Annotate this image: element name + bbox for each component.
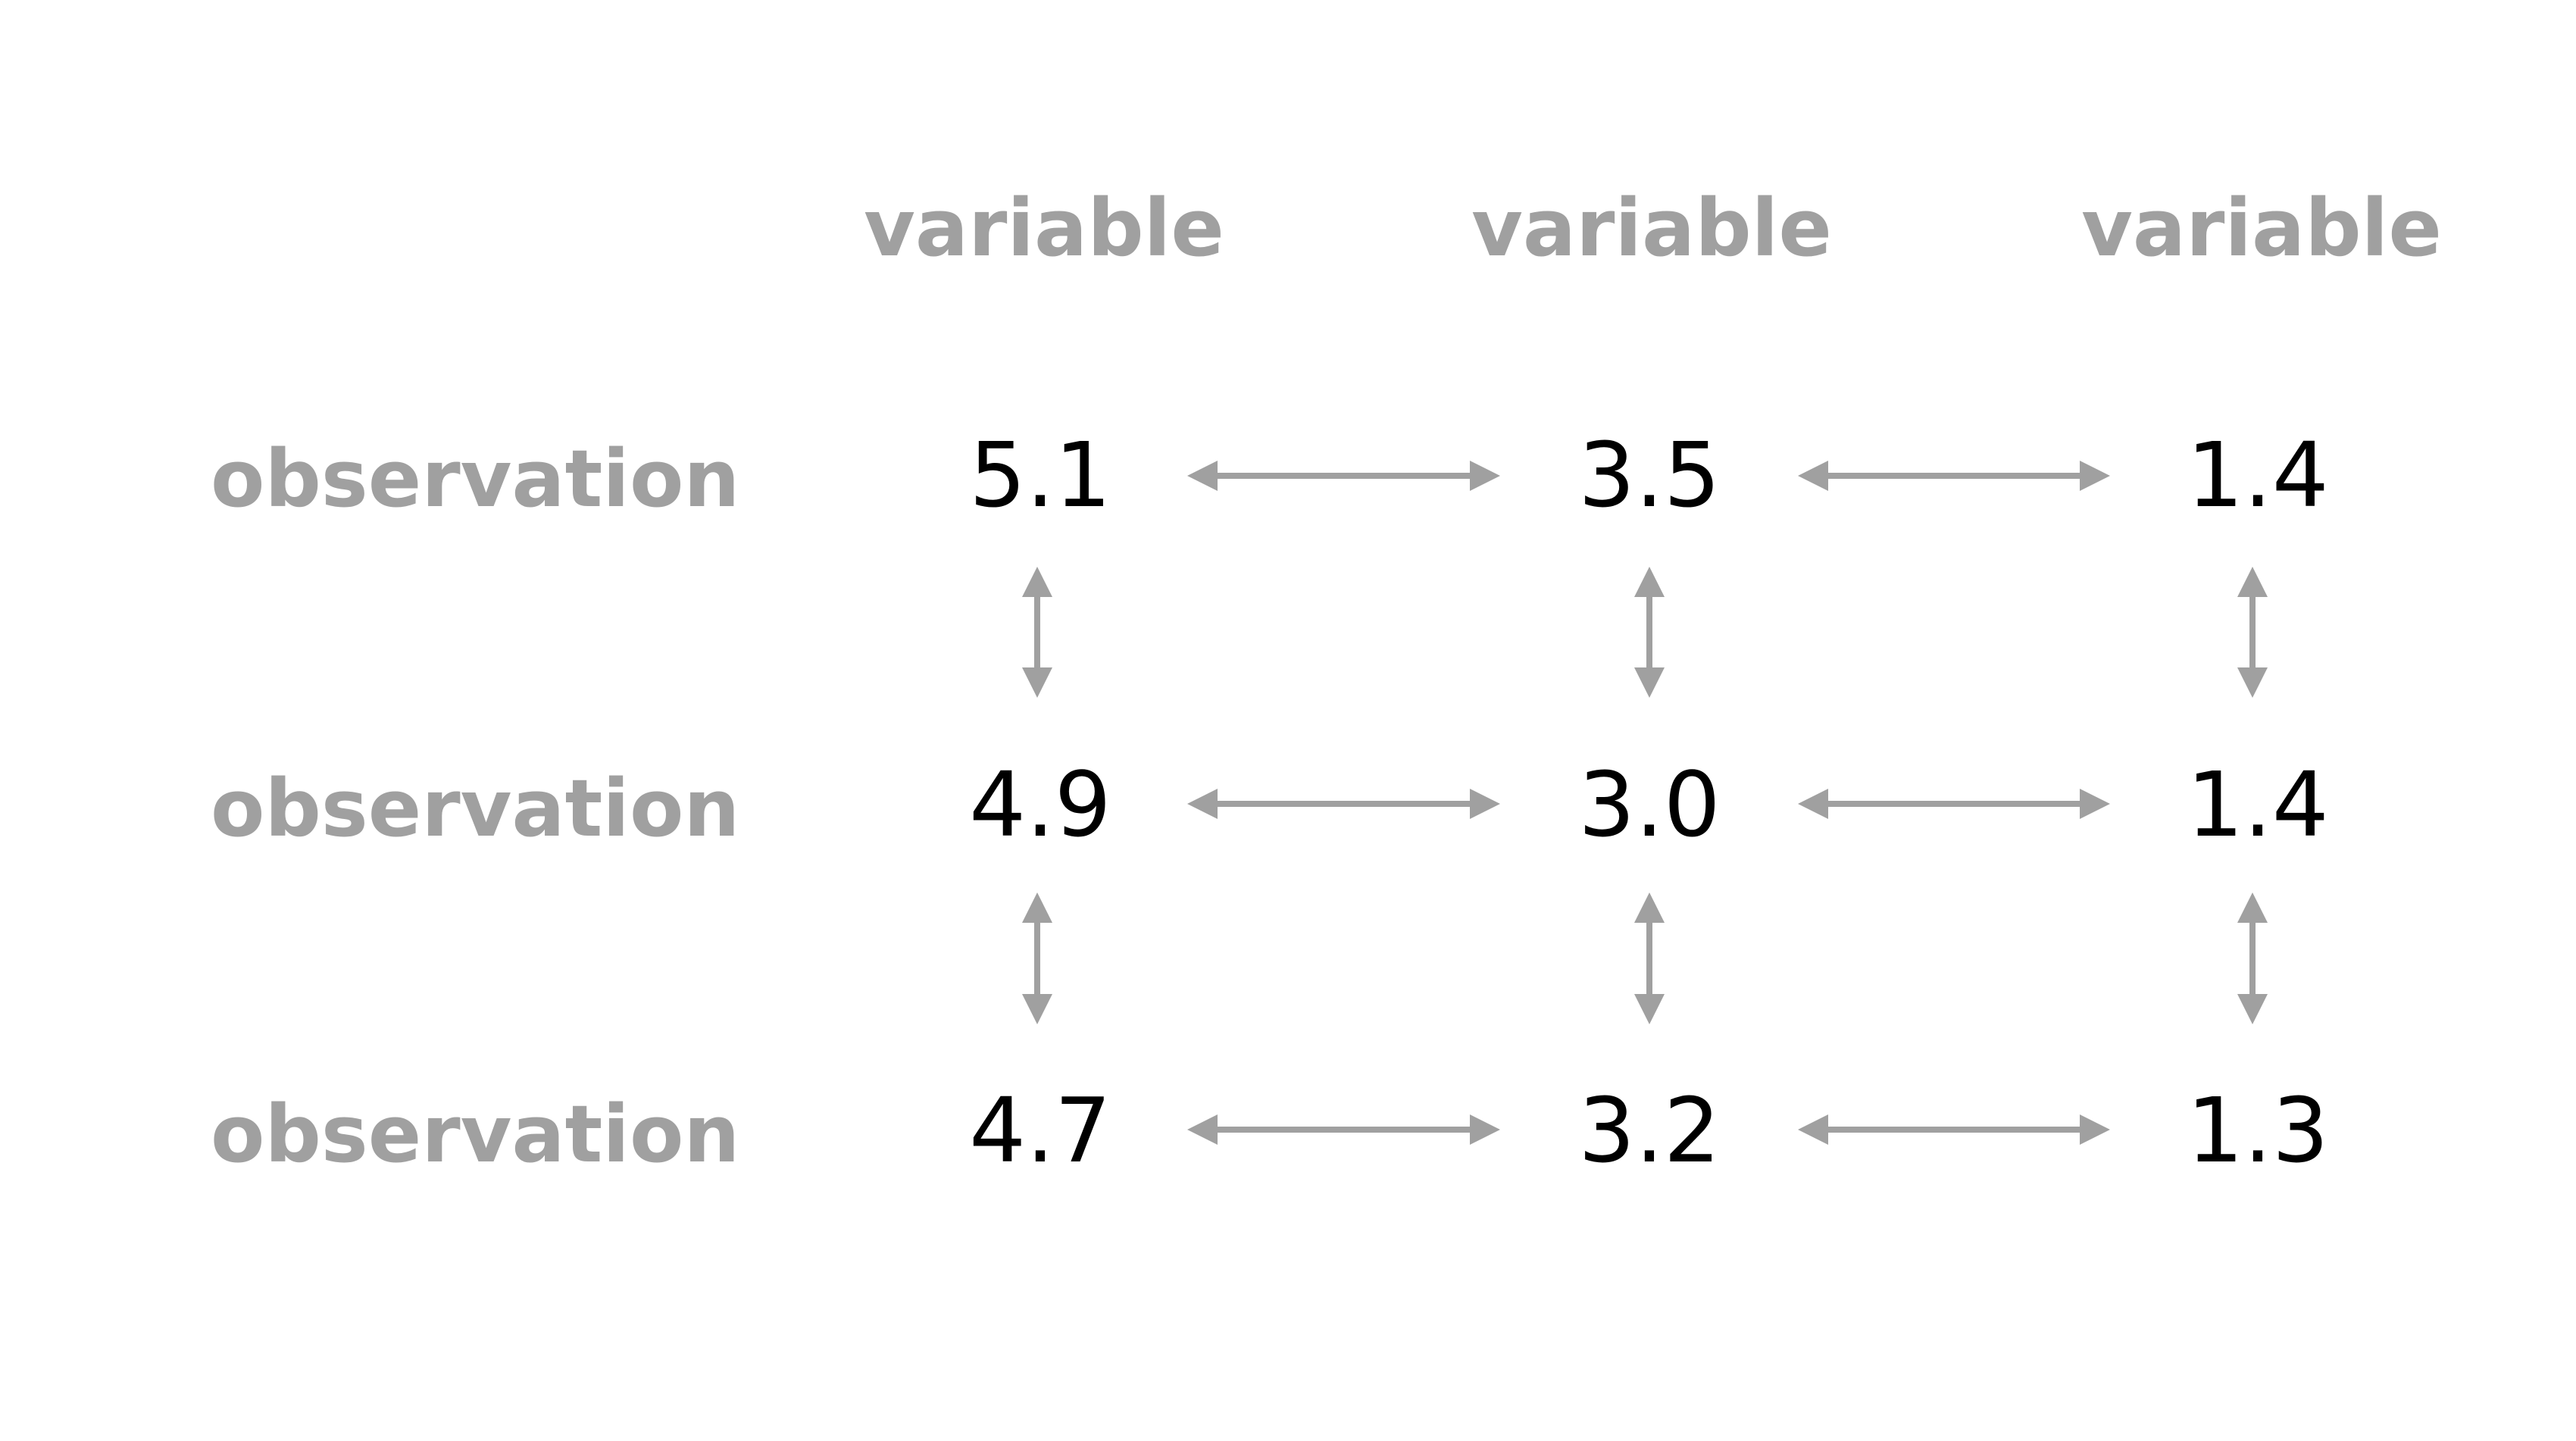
cell-r3-c3: 1.3: [2187, 1078, 2329, 1183]
vertical-arrow-c1-r2-icon: [1022, 892, 1052, 1024]
horizontal-arrow-r1-c2-icon: [1798, 461, 2110, 491]
value-grid: 5.1 3.5 1.4 4.9 3.0 1.4 4.7 3.2 1.3: [969, 423, 2329, 1183]
row-label-3: observation: [211, 1088, 739, 1180]
cell-r1-c1: 5.1: [969, 423, 1111, 527]
row-label-1: observation: [211, 433, 739, 525]
horizontal-arrow-r1-c1-icon: [1187, 461, 1500, 491]
column-header-1: variable: [864, 182, 1224, 274]
cell-r2-c3: 1.4: [2187, 752, 2329, 857]
horizontal-arrow-r3-c2-icon: [1798, 1114, 2110, 1145]
column-header-3: variable: [2081, 182, 2442, 274]
row-labels: observation observation observation: [211, 433, 739, 1180]
cell-r3-c1: 4.7: [969, 1078, 1111, 1183]
horizontal-arrow-r3-c1-icon: [1187, 1114, 1500, 1145]
cell-r1-c2: 3.5: [1578, 423, 1721, 527]
connector-arrows: [1022, 461, 2268, 1145]
cell-r2-c2: 3.0: [1578, 752, 1721, 857]
cell-r2-c1: 4.9: [969, 752, 1111, 857]
vertical-arrow-c3-r2-icon: [2237, 892, 2268, 1024]
horizontal-arrow-r2-c2-icon: [1798, 789, 2110, 819]
vertical-arrow-c3-r1-icon: [2237, 567, 2268, 698]
vertical-arrow-c2-r2-icon: [1634, 892, 1665, 1024]
vertical-arrow-c2-r1-icon: [1634, 567, 1665, 698]
cell-r3-c2: 3.2: [1578, 1078, 1721, 1183]
column-headers: variable variable variable: [864, 182, 2442, 274]
horizontal-arrow-r2-c1-icon: [1187, 789, 1500, 819]
vertical-arrow-c1-r1-icon: [1022, 567, 1052, 698]
cell-r1-c3: 1.4: [2187, 423, 2329, 527]
row-label-2: observation: [211, 762, 739, 855]
column-header-2: variable: [1471, 182, 1832, 274]
